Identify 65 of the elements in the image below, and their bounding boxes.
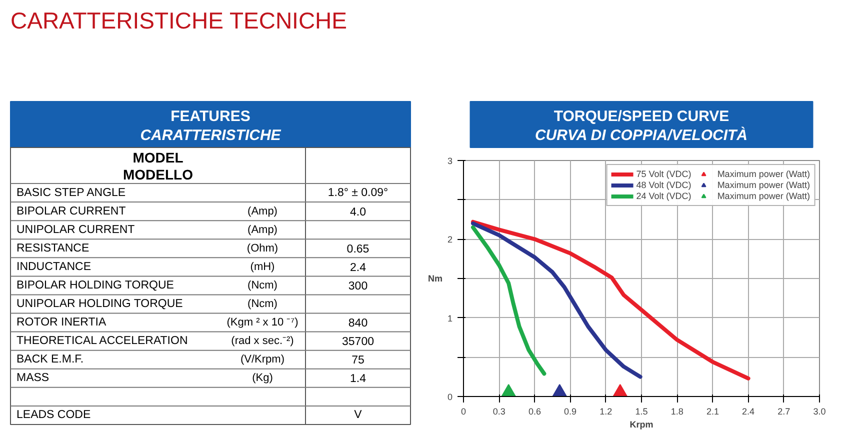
text: MODELLO bbox=[123, 166, 194, 182]
y-tick-label: 2 bbox=[447, 234, 453, 245]
y-tick-label: 3 bbox=[447, 156, 453, 166]
text: MODEL bbox=[132, 150, 184, 166]
category-label: (V/Krpm) bbox=[240, 354, 284, 366]
text: 2.4 bbox=[350, 262, 366, 274]
x-tick-label: 0.9 bbox=[564, 406, 577, 416]
chart-subtitle: CURVA DI COPPIA/VELOCITÀ bbox=[534, 126, 748, 144]
text: V bbox=[354, 409, 362, 422]
y-axis-title: Nm bbox=[428, 274, 443, 284]
x-axis-title: Krpm bbox=[630, 420, 654, 430]
category-label: (Amp) bbox=[248, 224, 278, 236]
x-tick-label: 0.3 bbox=[492, 406, 506, 416]
category-label: (Ohm) bbox=[246, 242, 278, 254]
line-series bbox=[470, 221, 642, 379]
category-label: (Ncm) bbox=[248, 279, 278, 292]
text: 0.65 bbox=[346, 243, 370, 256]
text: CARATTERISTICHE bbox=[140, 127, 282, 144]
category-label: (rad x sec.⁻²) bbox=[231, 335, 294, 348]
legend-label: Maximum power (Watt) bbox=[717, 180, 810, 190]
chart-title: TORQUE/SPEED CURVE bbox=[554, 108, 730, 125]
category-label: RESISTANCE bbox=[16, 242, 90, 254]
category-label: (Amp) bbox=[248, 205, 278, 218]
category-label: (mH) bbox=[250, 260, 275, 273]
category-label: (Kgm ² x 10 ⁻⁷) bbox=[226, 316, 298, 329]
category-label: (Kg) bbox=[252, 372, 273, 384]
text: 35700 bbox=[342, 336, 374, 348]
line-series bbox=[470, 220, 750, 380]
text: 75 bbox=[352, 354, 364, 367]
text: 4.0 bbox=[350, 206, 366, 218]
x-tick-label: 1.5 bbox=[635, 406, 648, 416]
category-label: (Ncm) bbox=[248, 298, 278, 310]
category-label: BACK E.M.F. bbox=[16, 354, 84, 366]
x-tick-label: 2.1 bbox=[706, 406, 719, 416]
category-label: BIPOLAR CURRENT bbox=[16, 205, 126, 218]
x-tick-label: 1.2 bbox=[600, 406, 612, 416]
line-series bbox=[470, 225, 546, 376]
category-label: BIPOLAR HOLDING TORQUE bbox=[16, 279, 174, 292]
text: 300 bbox=[348, 280, 368, 292]
x-tick-label: 3.0 bbox=[813, 406, 826, 416]
legend-label: Maximum power (Watt) bbox=[717, 169, 810, 179]
category-label: LEADS CODE bbox=[16, 409, 91, 422]
y-tick-label: 1 bbox=[447, 313, 453, 324]
x-tick-label: 2.7 bbox=[778, 406, 790, 416]
legend-label: 48 Volt (VDC) bbox=[636, 180, 692, 190]
x-tick-label: 0.6 bbox=[528, 406, 541, 416]
category-label: UNIPOLAR HOLDING TORQUE bbox=[16, 298, 184, 310]
x-tick-label: 2.4 bbox=[742, 406, 755, 416]
text: CARATTERISTICHE TECNICHE bbox=[10, 8, 348, 34]
category-label: INDUCTANCE bbox=[16, 260, 92, 273]
category-label: BASIC STEP ANGLE bbox=[16, 186, 126, 199]
category-label: ROTOR INERTIA bbox=[16, 316, 106, 329]
y-tick-label: 0 bbox=[447, 392, 453, 402]
legend-label: Maximum power (Watt) bbox=[717, 191, 810, 201]
text: 840 bbox=[348, 318, 368, 330]
legend-label: 75 Volt (VDC) bbox=[636, 169, 692, 179]
category-label: THEORETICAL ACCELERATION bbox=[16, 335, 188, 348]
x-tick-label: 1.8 bbox=[670, 406, 684, 416]
text: 1.4 bbox=[350, 373, 366, 386]
legend-label: 24 Volt (VDC) bbox=[636, 191, 692, 201]
text: 1.8° ± 0.09° bbox=[328, 186, 388, 199]
category-label: UNIPOLAR CURRENT bbox=[16, 224, 135, 236]
category-label: MASS bbox=[16, 372, 50, 384]
text: FEATURES bbox=[170, 108, 250, 125]
x-tick-label: 0 bbox=[460, 406, 466, 416]
